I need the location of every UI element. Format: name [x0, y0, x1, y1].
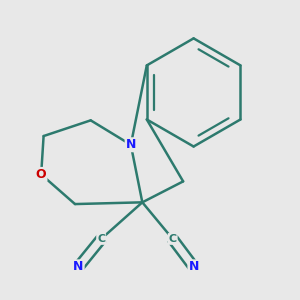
Text: O: O — [36, 168, 46, 181]
Text: N: N — [188, 260, 199, 273]
Text: N: N — [126, 138, 136, 151]
Text: C: C — [97, 234, 105, 244]
Text: N: N — [73, 260, 84, 273]
Text: C: C — [169, 234, 177, 244]
